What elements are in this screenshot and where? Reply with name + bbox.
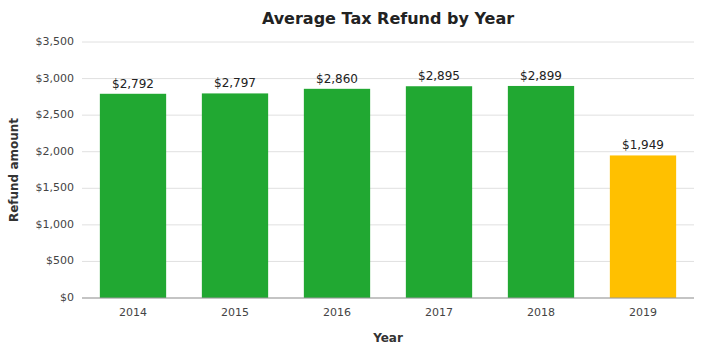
y-tick-label: $0 (60, 291, 74, 304)
x-tick-label: 2016 (323, 306, 351, 319)
data-label: $2,792 (112, 77, 154, 91)
grid-line (82, 42, 694, 43)
bar (304, 89, 370, 298)
bar (202, 93, 268, 298)
y-axis: $0 $500 $1,000 $1,500 $2,000 $2,500 $3,000 $3,5… (36, 35, 75, 304)
x-tick-label: 2018 (527, 306, 555, 319)
grid (82, 42, 694, 298)
grid-line (82, 151, 694, 152)
y-tick-label: $500 (46, 254, 74, 267)
y-axis-label: Refund amount (7, 118, 21, 222)
y-tick-label: $2,000 (36, 145, 75, 158)
x-axis-line (82, 298, 694, 299)
grid-line (82, 261, 694, 262)
bar (610, 155, 676, 298)
data-label: $2,895 (418, 69, 460, 83)
title: Average Tax Refund by Year (262, 9, 514, 28)
data-label: $2,797 (214, 76, 256, 90)
x-tick-label: 2017 (425, 306, 453, 319)
data-label: $2,860 (316, 72, 358, 86)
chart: $0 $500 $1,000 $1,500 $2,000 $2,500 $3,000 $3,5… (0, 0, 710, 356)
y-tick-label: $3,000 (36, 72, 75, 85)
y-tick-label: $1,000 (36, 218, 75, 231)
grid-line (82, 115, 694, 116)
grid-line (82, 298, 694, 299)
bar (406, 86, 472, 298)
data-label: $2,899 (520, 69, 562, 83)
bars (100, 86, 676, 298)
y-tick-label: $1,500 (36, 181, 75, 194)
y-tick-label: $3,500 (36, 35, 75, 48)
grid-line (82, 78, 694, 79)
grid-line (82, 224, 694, 225)
x-tick-label: 2019 (629, 306, 657, 319)
y-tick-label: $2,500 (36, 108, 75, 121)
data-labels: $2,792 $2,797 $2,860 $2,895 $2,899 $1,949 (112, 69, 664, 152)
x-tick-label: 2014 (119, 306, 147, 319)
chart-container: $0 $500 $1,000 $1,500 $2,000 $2,500 $3,000 $3,5… (0, 0, 710, 356)
x-tick-label: 2015 (221, 306, 249, 319)
data-label: $1,949 (622, 138, 664, 152)
bar (508, 86, 574, 298)
x-axis-label: Year (372, 331, 403, 345)
x-axis: 2014 2015 2016 2017 2018 2019 (119, 306, 657, 319)
grid-line (82, 188, 694, 189)
bar (100, 94, 166, 298)
